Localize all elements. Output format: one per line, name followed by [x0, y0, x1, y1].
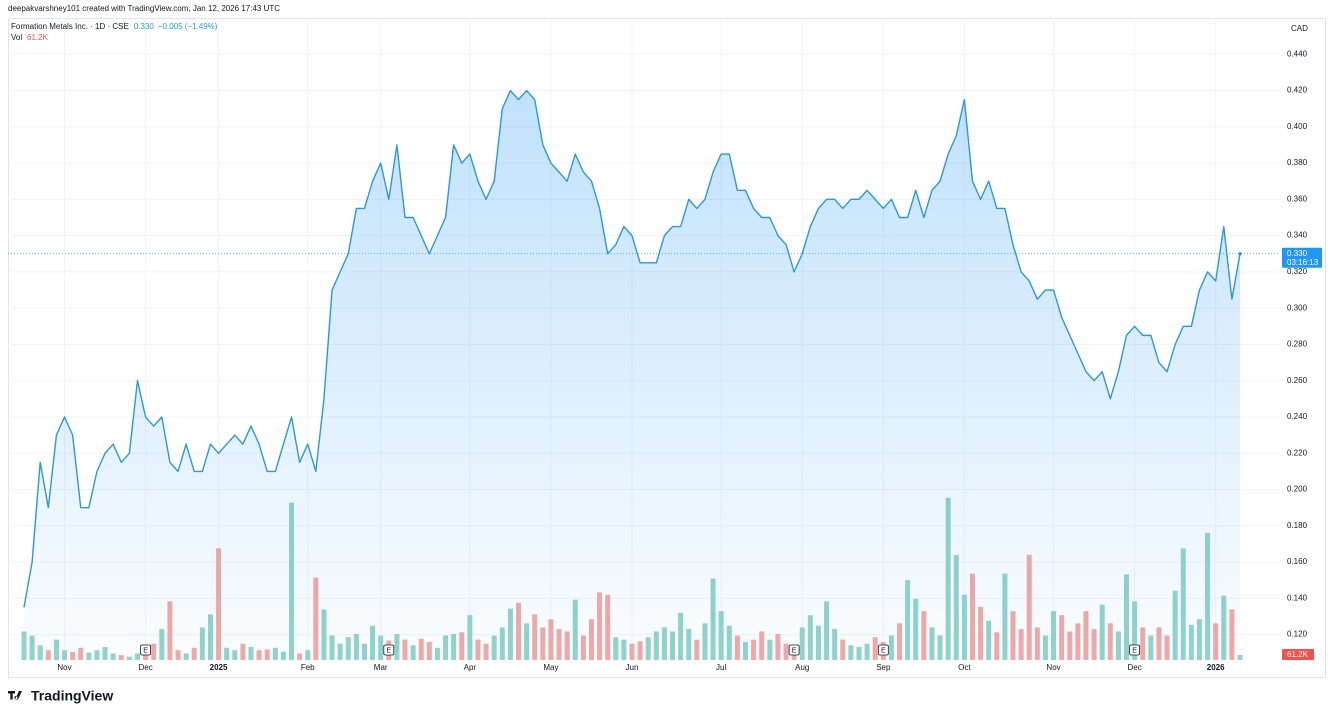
earnings-label: E — [1132, 647, 1137, 654]
x-tick-label: Jun — [626, 663, 639, 672]
legend-volume-value: 61.2K — [27, 33, 49, 42]
x-tick-label: Nov — [57, 663, 71, 672]
earnings-label: E — [792, 647, 797, 654]
y-tick-label: 0.220 — [1287, 448, 1308, 457]
y-tick-label: 0.400 — [1287, 122, 1308, 131]
earnings-marker — [788, 644, 800, 656]
x-tick-label: Dec — [1127, 663, 1141, 672]
earnings-marker — [1129, 644, 1141, 656]
x-tick-label: Feb — [301, 663, 315, 672]
x-tick-label: May — [543, 663, 558, 672]
last-price-label: 0.330 — [1287, 249, 1308, 258]
legend-volume-name: Vol — [11, 33, 22, 42]
earnings-marker — [140, 644, 152, 656]
x-tick-label: 2026 — [1207, 663, 1225, 672]
y-tick-label: 0.280 — [1287, 340, 1308, 349]
countdown-label: 03:16:13 — [1287, 258, 1319, 267]
price-layer — [8, 89, 1280, 661]
y-tick-label: 0.240 — [1287, 412, 1308, 421]
earnings-marker — [383, 644, 395, 656]
x-tick-label: Jul — [716, 663, 726, 672]
price-line — [23, 89, 1241, 608]
earnings-label: E — [881, 647, 886, 654]
y-tick-label: 0.200 — [1287, 485, 1308, 494]
y-tick-label: 0.300 — [1287, 303, 1308, 312]
volume-badge-label: 61.2K — [1287, 650, 1309, 659]
brand-logo — [8, 691, 22, 700]
last-price-badge — [1282, 247, 1322, 268]
axis-layer: 0.120 0.140 0.160 0.180 0.200 0.220 0.240 0.260… — [57, 49, 1322, 672]
y-tick-label: 0.440 — [1287, 49, 1308, 58]
legend-change: −0.005 (−1.49%) — [158, 22, 218, 31]
legend-title: Formation Metals Inc. · 1D · CSE — [11, 22, 129, 31]
y-tick-label: 0.180 — [1287, 521, 1308, 530]
earnings-label: E — [143, 647, 148, 654]
last-price-dot — [1238, 251, 1242, 256]
header-text: deepakvarshney101 created with TradingVi… — [8, 4, 280, 13]
x-tick-label: Aug — [795, 663, 809, 672]
y-tick-label: 0.260 — [1287, 376, 1308, 385]
x-tick-label: Oct — [958, 663, 971, 672]
chart-frame — [8, 18, 1326, 678]
y-tick-label: 0.120 — [1287, 630, 1308, 639]
y-tick-label: 0.380 — [1287, 158, 1308, 167]
price-area — [24, 90, 1240, 661]
x-tick-label: Nov — [1046, 663, 1060, 672]
y-tick-label: 0.340 — [1287, 231, 1308, 240]
earnings-marker — [877, 644, 889, 656]
y-tick-label: 0.420 — [1287, 86, 1308, 95]
currency-label: CAD — [1291, 24, 1308, 33]
y-tick-label: 0.320 — [1287, 267, 1308, 276]
x-tick-label: 2025 — [210, 663, 228, 672]
y-tick-label: 0.160 — [1287, 557, 1308, 566]
y-tick-label: 0.140 — [1287, 593, 1308, 602]
y-tick-label: 0.360 — [1287, 194, 1308, 203]
brand-name: TradingView — [31, 688, 113, 704]
x-tick-label: Sep — [876, 663, 891, 672]
legend-last-price: 0.330 — [134, 22, 155, 31]
earnings-label: E — [386, 647, 391, 654]
x-tick-label: Mar — [374, 663, 388, 672]
x-tick-label: Dec — [138, 663, 152, 672]
x-tick-label: Apr — [464, 663, 477, 672]
volume-badge — [1282, 649, 1314, 661]
